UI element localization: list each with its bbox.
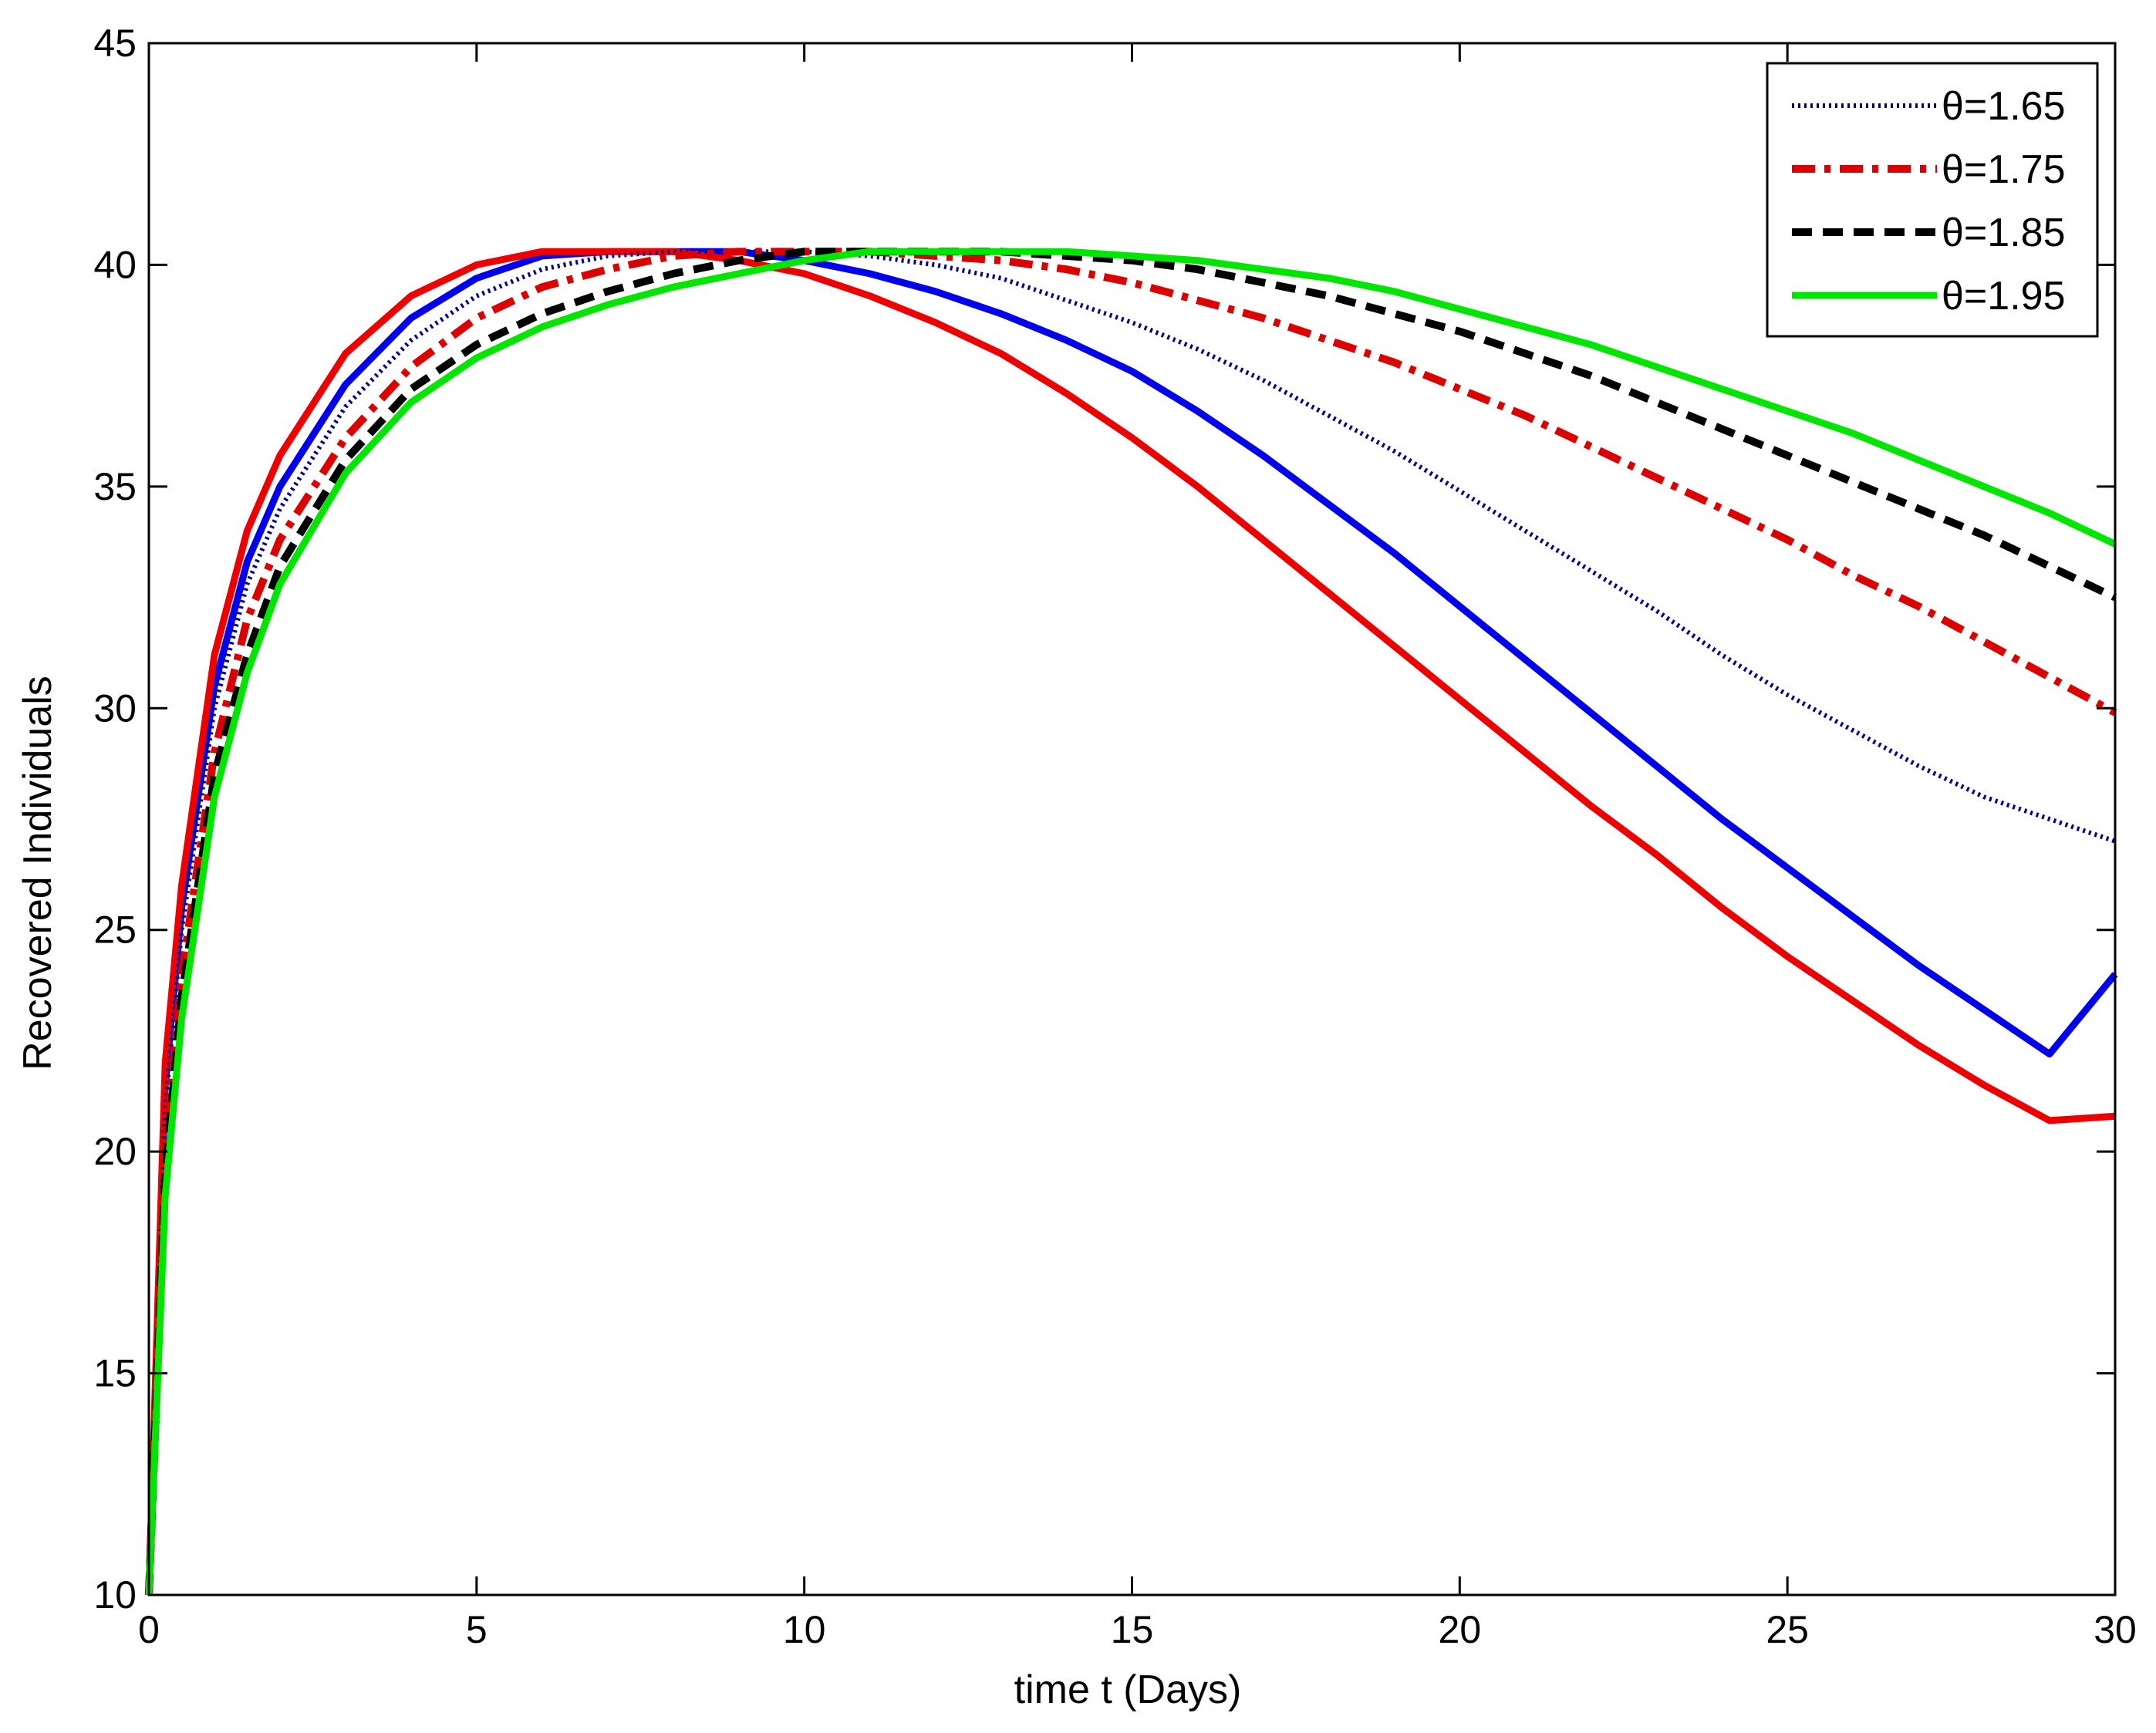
- x-tick-label: 25: [1766, 1608, 1809, 1651]
- legend-label: θ=1.75: [1942, 147, 2066, 192]
- series-line-0: [147, 249, 2116, 1596]
- y-tick-label: 30: [93, 686, 137, 730]
- legend: θ=1.65 θ=1.75 θ=1.85 θ=1.95: [1766, 62, 2099, 338]
- x-tick-label: 10: [783, 1608, 826, 1651]
- x-tick-label: 15: [1111, 1608, 1154, 1651]
- x-tick-label: 20: [1439, 1608, 1482, 1651]
- x-tick-label: 5: [466, 1608, 488, 1651]
- y-tick-label: 25: [93, 909, 137, 952]
- legend-label: θ=1.85: [1942, 211, 2066, 255]
- series-line-4: [145, 248, 2118, 1596]
- y-tick-label: 35: [93, 465, 137, 508]
- y-tick-label: 20: [93, 1130, 137, 1173]
- series-layer: [145, 248, 2118, 1596]
- y-tick-label: 15: [93, 1352, 137, 1395]
- legend-label: θ=1.65: [1942, 84, 2066, 129]
- y-tick-label: 45: [93, 22, 137, 65]
- y-tick-label: 10: [93, 1573, 137, 1617]
- legend-label: θ=1.95: [1942, 274, 2066, 319]
- x-tick-label: 0: [138, 1608, 160, 1651]
- x-tick-label: 30: [2094, 1608, 2137, 1651]
- series-line-3: [145, 248, 2117, 1596]
- y-tick-label: 40: [93, 243, 137, 286]
- legend-box: [1766, 62, 2099, 338]
- y-axis-label: Recovered Individuals: [15, 676, 60, 1070]
- x-axis-label: time t (Days): [1014, 1667, 1242, 1712]
- axes-layer: 0 5 10 15 20 25 30 10 15 20 25 30 35 40 45: [93, 22, 2136, 1651]
- series-line-5: [145, 248, 2116, 1596]
